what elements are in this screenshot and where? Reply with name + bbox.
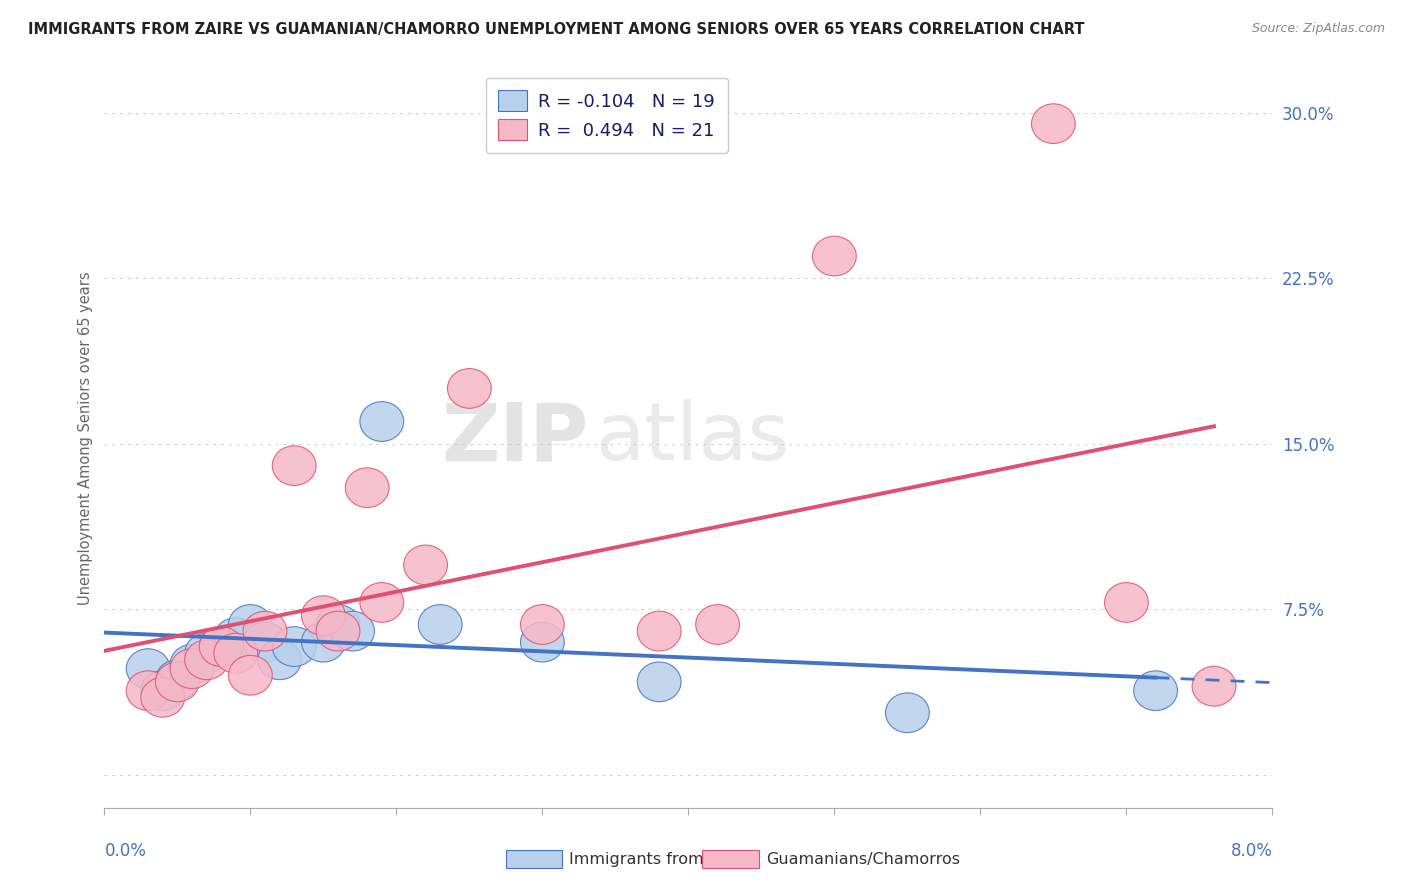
Ellipse shape	[229, 605, 273, 644]
Ellipse shape	[156, 660, 200, 699]
Ellipse shape	[1032, 103, 1076, 144]
Ellipse shape	[214, 618, 257, 657]
Text: ZIP: ZIP	[441, 399, 589, 477]
Ellipse shape	[200, 627, 243, 666]
Ellipse shape	[141, 671, 184, 711]
Text: Guamanians/Chamorros: Guamanians/Chamorros	[766, 852, 960, 867]
Text: atlas: atlas	[595, 399, 789, 477]
Ellipse shape	[1105, 582, 1149, 623]
Text: 8.0%: 8.0%	[1230, 841, 1272, 860]
Ellipse shape	[346, 467, 389, 508]
Ellipse shape	[301, 596, 346, 635]
Ellipse shape	[419, 605, 463, 644]
Ellipse shape	[243, 623, 287, 662]
Legend: R = -0.104   N = 19, R =  0.494   N = 21: R = -0.104 N = 19, R = 0.494 N = 21	[485, 78, 727, 153]
Ellipse shape	[273, 627, 316, 666]
Ellipse shape	[447, 368, 491, 409]
Ellipse shape	[316, 605, 360, 644]
Text: IMMIGRANTS FROM ZAIRE VS GUAMANIAN/CHAMORRO UNEMPLOYMENT AMONG SENIORS OVER 65 Y: IMMIGRANTS FROM ZAIRE VS GUAMANIAN/CHAMO…	[28, 22, 1084, 37]
Ellipse shape	[520, 623, 564, 662]
Ellipse shape	[214, 633, 257, 673]
Text: Immigrants from Zaire: Immigrants from Zaire	[569, 852, 751, 867]
Ellipse shape	[170, 648, 214, 689]
Ellipse shape	[156, 662, 200, 702]
Ellipse shape	[637, 662, 681, 702]
Ellipse shape	[637, 611, 681, 651]
Ellipse shape	[520, 605, 564, 644]
Ellipse shape	[330, 611, 374, 651]
Ellipse shape	[301, 623, 346, 662]
Ellipse shape	[1133, 671, 1177, 711]
Ellipse shape	[813, 236, 856, 276]
Text: 0.0%: 0.0%	[104, 841, 146, 860]
Ellipse shape	[273, 446, 316, 485]
Ellipse shape	[1192, 666, 1236, 706]
Text: Source: ZipAtlas.com: Source: ZipAtlas.com	[1251, 22, 1385, 36]
Ellipse shape	[243, 611, 287, 651]
Ellipse shape	[360, 582, 404, 623]
Ellipse shape	[141, 677, 184, 717]
Y-axis label: Unemployment Among Seniors over 65 years: Unemployment Among Seniors over 65 years	[79, 271, 93, 605]
Ellipse shape	[170, 644, 214, 684]
Ellipse shape	[127, 671, 170, 711]
Ellipse shape	[404, 545, 447, 585]
Ellipse shape	[257, 640, 301, 680]
Ellipse shape	[200, 627, 243, 666]
Ellipse shape	[360, 401, 404, 442]
Ellipse shape	[184, 640, 229, 680]
Ellipse shape	[886, 693, 929, 732]
Ellipse shape	[127, 648, 170, 689]
Ellipse shape	[229, 656, 273, 695]
Ellipse shape	[184, 633, 229, 673]
Ellipse shape	[316, 611, 360, 651]
Ellipse shape	[696, 605, 740, 644]
